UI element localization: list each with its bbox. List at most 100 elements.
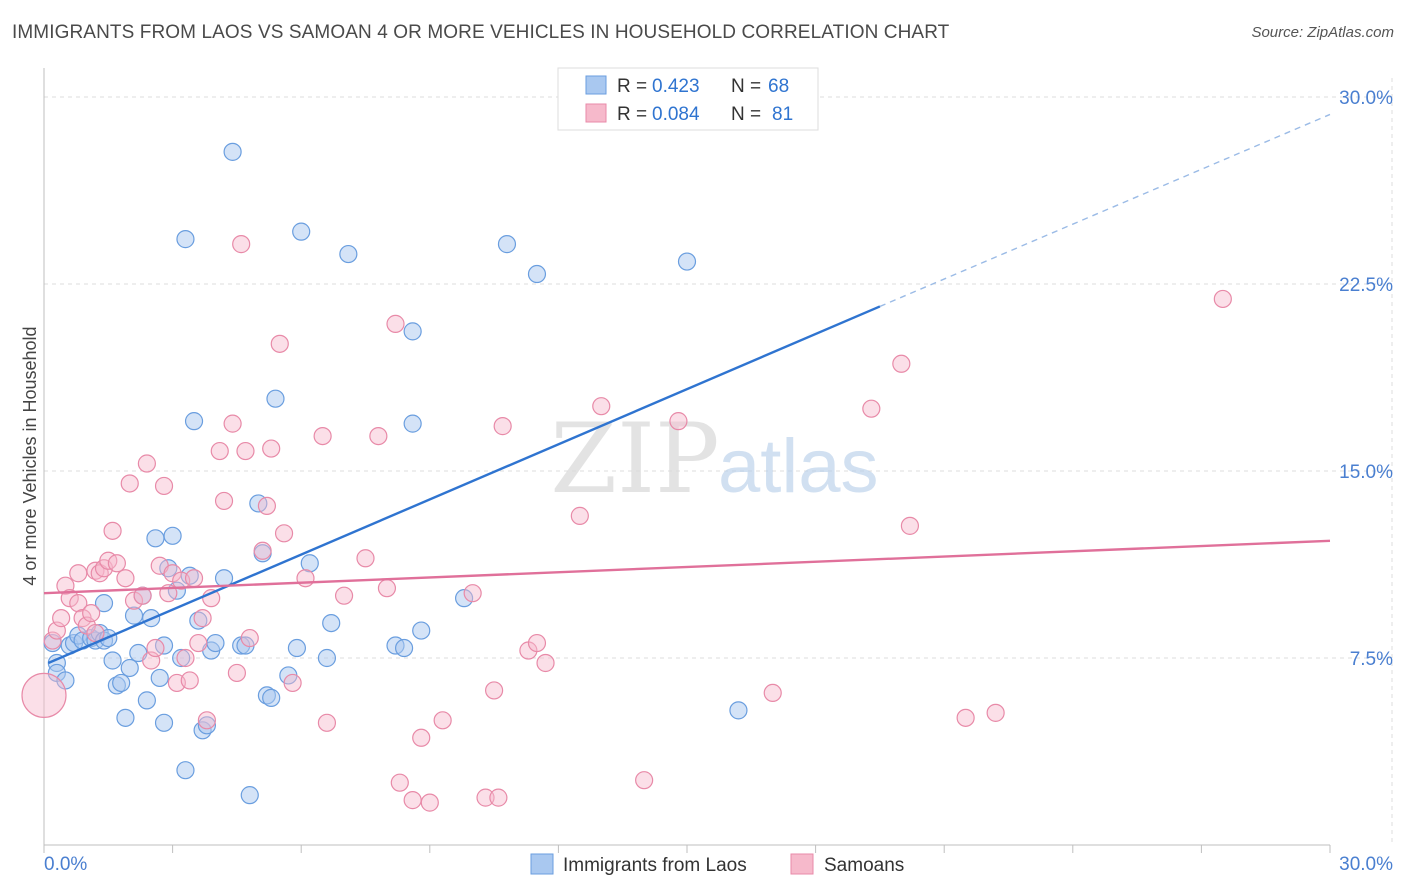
immigrants-from-laos-point xyxy=(403,322,422,341)
immigrants-from-laos-point xyxy=(300,554,319,573)
samoans-point xyxy=(489,788,508,807)
samoans-point xyxy=(412,728,431,747)
legend-swatch-immigrants-from-laos xyxy=(530,853,554,875)
axes xyxy=(43,68,1331,853)
immigrants-from-laos-point xyxy=(729,701,748,720)
samoans-point xyxy=(180,671,199,690)
samoans-point xyxy=(956,708,975,727)
samoans-point xyxy=(223,414,242,433)
immigrants-from-laos-point xyxy=(317,648,337,668)
stats-n-value-blue: 68 xyxy=(768,76,789,97)
samoans-point xyxy=(240,628,259,648)
stats-r-label-blue: R = xyxy=(617,76,647,97)
samoans-point xyxy=(283,673,302,693)
samoans-point xyxy=(986,703,1005,722)
samoans-point xyxy=(176,648,195,668)
immigrants-from-laos-point xyxy=(120,658,139,678)
stats-legend-swatch-pink xyxy=(585,103,607,123)
samoans-point xyxy=(262,439,281,458)
samoans-point xyxy=(892,354,911,373)
immigrants-from-laos-point xyxy=(172,648,191,668)
samoans-point xyxy=(103,521,122,540)
samoans-point xyxy=(82,604,101,623)
stats-legend-swatch-blue xyxy=(585,75,607,95)
samoans-point xyxy=(184,569,204,588)
immigrants-from-laos-point xyxy=(394,638,414,658)
immigrants-from-laos-point xyxy=(184,412,204,431)
stats-r-value-pink: 0.084 xyxy=(652,104,700,125)
y-axis-label: 4 or more Vehicles in Household xyxy=(20,326,40,585)
immigrants-from-laos-point xyxy=(527,264,547,284)
trend-line-extension-immigrants-from-laos xyxy=(879,113,1331,308)
immigrants-from-laos-point xyxy=(112,673,131,693)
immigrants-from-laos-point xyxy=(266,389,285,408)
chart-source: Source: ZipAtlas.com xyxy=(1251,24,1394,41)
immigrants-from-laos-point xyxy=(240,786,259,805)
samoans-point xyxy=(369,426,388,446)
stats-r-label-pink: R = xyxy=(617,104,647,125)
samoans-point xyxy=(862,399,881,418)
samoans-point xyxy=(296,569,315,588)
trend-line-immigrants-from-laos xyxy=(47,305,881,665)
stats-legend: R = 0.423 N = 68 R = 0.084 N = 81 xyxy=(557,67,819,131)
samoans-point xyxy=(485,681,504,700)
samoans-point xyxy=(763,683,782,703)
immigrants-from-laos-point xyxy=(176,230,195,249)
samoans-point xyxy=(146,638,165,658)
watermark-atlas: atlas xyxy=(718,424,879,509)
samoans-point xyxy=(476,788,495,807)
samoans-point xyxy=(390,773,409,792)
samoans-point xyxy=(137,454,156,473)
y-tick-label-3: 30.0% xyxy=(1339,88,1393,109)
immigrants-from-laos-point xyxy=(292,222,311,241)
samoans-point xyxy=(463,584,482,603)
samoans-point xyxy=(900,516,920,535)
immigrants-from-laos-point xyxy=(163,526,182,545)
samoans-point xyxy=(274,524,294,543)
grid-lines xyxy=(44,78,1393,845)
legend-swatch-samoans xyxy=(790,853,814,875)
immigrants-from-laos-point xyxy=(103,651,122,670)
y-tick-labels: 7.5% 15.0% 22.5% 30.0% xyxy=(1339,88,1393,670)
samoans-point xyxy=(236,441,255,461)
samoans-point xyxy=(210,441,229,461)
samoans-point xyxy=(107,554,126,573)
immigrants-from-laos-point xyxy=(262,688,281,707)
samoans-point xyxy=(257,496,277,516)
samoans-point xyxy=(377,579,397,598)
stats-n-label-blue: N = xyxy=(731,76,761,97)
trend-lines xyxy=(43,113,1331,665)
samoans-point xyxy=(536,653,555,673)
samoans-point xyxy=(1213,289,1232,309)
watermark-zip: ZIP xyxy=(550,403,719,515)
stats-n-label-pink: N = xyxy=(731,104,761,125)
x-tick-label-min: 0.0% xyxy=(44,854,87,875)
immigrants-from-laos-point xyxy=(94,594,114,613)
samoans-point xyxy=(69,594,88,613)
immigrants-from-laos-point xyxy=(206,633,225,653)
samoans-point xyxy=(386,314,405,333)
samoans-point xyxy=(592,397,611,416)
series-immigrants-from-laos xyxy=(43,142,748,805)
samoans-point xyxy=(133,586,152,605)
samoans-point xyxy=(527,633,547,653)
samoans-point xyxy=(52,609,71,628)
stats-r-value-blue: 0.423 xyxy=(652,76,700,97)
legend-label-samoans: Samoans xyxy=(824,855,904,876)
samoans-point xyxy=(193,609,212,628)
samoans-point xyxy=(317,713,337,732)
samoans-point xyxy=(493,417,512,436)
samoans-point xyxy=(313,426,332,446)
samoans-point xyxy=(60,589,79,608)
immigrants-from-laos-point xyxy=(197,716,216,735)
samoans-point xyxy=(570,506,589,525)
samoans-point xyxy=(154,476,174,496)
immigrants-from-laos-point xyxy=(339,244,358,264)
stats-n-value-pink: 81 xyxy=(772,104,793,125)
trend-line-samoans xyxy=(43,539,1331,595)
series-samoans xyxy=(21,235,1232,812)
chart-title: IMMIGRANTS FROM LAOS VS SAMOAN 4 OR MORE… xyxy=(12,22,950,43)
samoans-point xyxy=(124,591,144,610)
immigrants-from-laos-point xyxy=(154,713,174,732)
